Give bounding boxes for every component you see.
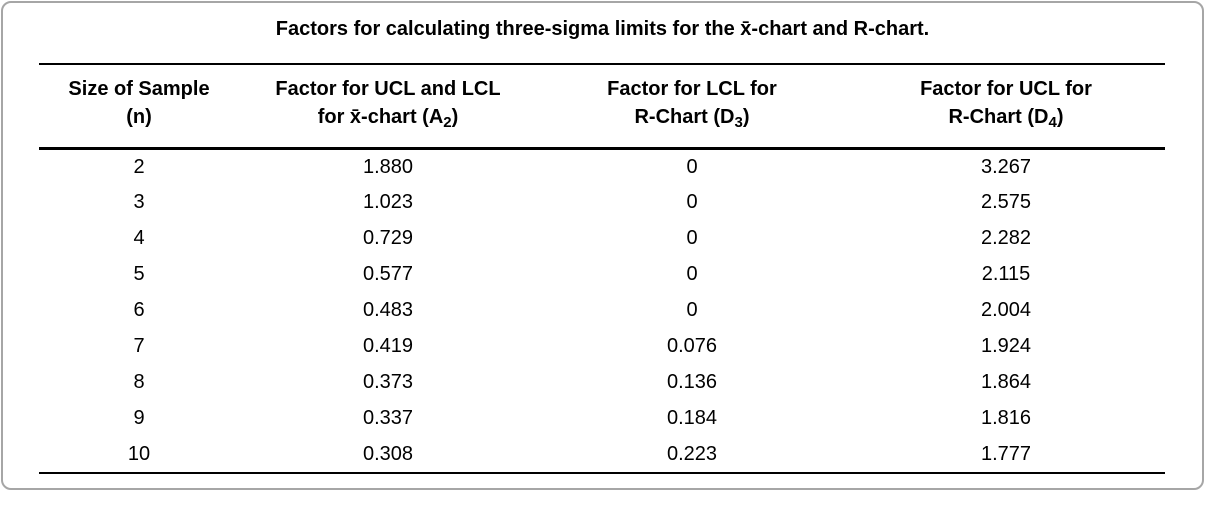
cell-n: 5 [133, 263, 145, 285]
cell-d3: 0 [686, 299, 698, 321]
cell-d3: 0 [686, 191, 698, 213]
column-header-sample-size: Size of Sample (n) [39, 64, 239, 149]
column-header-d4: Factor for UCL for R-Chart (D4) [847, 64, 1165, 149]
table-row: 6 0.483 0 2.004 [39, 293, 1165, 329]
cell-d3: 0.136 [666, 371, 718, 393]
header-text: ) [451, 106, 459, 128]
cell-n: 10 [127, 442, 151, 465]
header-text: for x̄-chart (A [317, 106, 444, 128]
cell-d3: 0.223 [666, 442, 718, 465]
header-text: ) [1056, 106, 1064, 128]
cell-n: 4 [133, 227, 145, 249]
subscript-d4: 4 [1048, 114, 1057, 131]
column-header-a2: Factor for UCL and LCL for x̄-chart (A2) [239, 64, 537, 149]
subscript-d3: 3 [734, 114, 743, 131]
header-row: Size of Sample (n) Factor for UCL and LC… [39, 64, 1165, 149]
table-row: 5 0.577 0 2.115 [39, 257, 1165, 293]
cell-a2: 0.308 [362, 442, 414, 465]
column-header-d3: Factor for LCL for R-Chart (D3) [537, 64, 847, 149]
table-row: 7 0.419 0.076 1.924 [39, 329, 1165, 365]
header-text: ) [742, 106, 750, 128]
cell-d4: 3.267 [980, 155, 1032, 178]
cell-d4: 1.864 [980, 371, 1032, 393]
cell-d3: 0.184 [666, 407, 718, 429]
cell-n: 8 [133, 371, 145, 393]
header-line2: R-Chart (D3) [537, 103, 847, 131]
cell-a2: 0.419 [362, 335, 414, 357]
header-line1: Factor for UCL and LCL [275, 78, 501, 100]
cell-d3: 0 [686, 263, 698, 285]
subscript-a2: 2 [443, 114, 452, 131]
cell-n: 9 [133, 407, 145, 429]
cell-a2: 1.880 [362, 155, 414, 178]
table-row: 3 1.023 0 2.575 [39, 185, 1165, 221]
cell-d3: 0.076 [666, 335, 718, 357]
table-row: 4 0.729 0 2.282 [39, 221, 1165, 257]
factors-table: Size of Sample (n) Factor for UCL and LC… [39, 63, 1165, 474]
header-text: R-Chart (D [948, 106, 1049, 128]
header-text: R-Chart (D [634, 106, 735, 128]
cell-d4: 2.282 [980, 227, 1032, 249]
cell-d4: 1.777 [980, 442, 1032, 465]
header-line2: (n) [126, 106, 152, 128]
cell-a2: 0.483 [362, 299, 414, 321]
table-row: 9 0.337 0.184 1.816 [39, 401, 1165, 437]
header-line1: Factor for UCL for [920, 78, 1092, 100]
cell-d4: 2.115 [981, 263, 1031, 285]
header-line2: R-Chart (D4) [847, 103, 1165, 131]
header-line1: Factor for LCL for [607, 78, 777, 100]
cell-d4: 2.575 [980, 191, 1032, 213]
table-row: 10 0.308 0.223 1.777 [39, 437, 1165, 473]
table-title: Factors for calculating three-sigma limi… [275, 18, 930, 40]
header-line2: for x̄-chart (A2) [239, 103, 537, 131]
cell-d4: 2.004 [980, 299, 1032, 321]
cell-d4: 1.924 [980, 335, 1032, 357]
table-row: 8 0.373 0.136 1.864 [39, 365, 1165, 401]
cell-a2: 1.023 [362, 191, 414, 213]
cell-a2: 0.337 [362, 407, 414, 429]
cell-d4: 1.816 [980, 407, 1032, 429]
cell-a2: 0.577 [362, 263, 414, 285]
table-card: Factors for calculating three-sigma limi… [1, 1, 1204, 490]
cell-n: 6 [133, 299, 145, 321]
cell-n: 3 [133, 191, 145, 213]
cell-a2: 0.729 [362, 227, 414, 249]
table-row: 2 1.880 0 3.267 [39, 149, 1165, 185]
cell-n: 2 [133, 155, 145, 178]
cell-d3: 0 [686, 155, 698, 178]
cell-n: 7 [133, 335, 145, 357]
header-line1: Size of Sample [68, 78, 210, 100]
cell-d3: 0 [686, 227, 698, 249]
cell-a2: 0.373 [362, 371, 414, 393]
